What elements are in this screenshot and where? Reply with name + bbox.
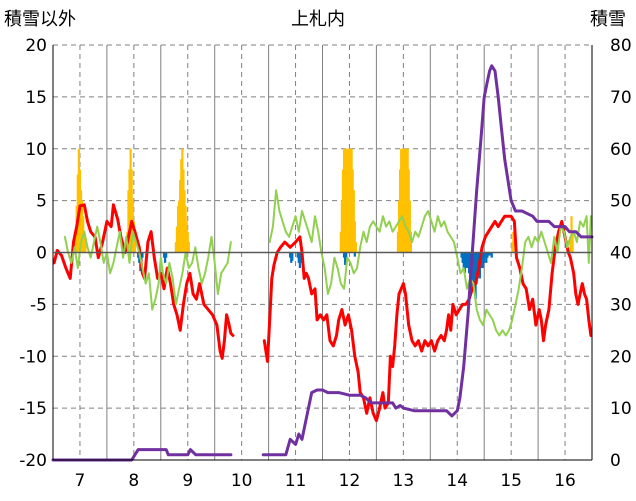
line-green — [268, 189, 592, 337]
left-tick-label: 15 — [25, 88, 47, 108]
line-green — [63, 225, 232, 311]
left-tick-label: -5 — [30, 295, 47, 315]
bar-orange — [84, 242, 87, 253]
left-tick-label: 20 — [25, 36, 47, 56]
x-tick-label: 12 — [339, 471, 361, 491]
bar-orange — [571, 231, 574, 253]
bar-orange — [354, 242, 358, 253]
right-tick-label: 70 — [610, 88, 632, 108]
bar-blue — [353, 252, 356, 257]
line-red — [262, 214, 593, 423]
right-tick-label: 60 — [610, 140, 632, 160]
bar-orange — [512, 231, 515, 253]
bar-blue — [488, 252, 491, 256]
left-tick-label: -15 — [19, 399, 47, 419]
bar-blue — [490, 252, 493, 258]
bar-orange — [187, 242, 190, 253]
x-tick-label: 10 — [231, 471, 253, 491]
x-tick-label: 11 — [285, 471, 307, 491]
line-purple — [261, 64, 594, 457]
bar-orange — [353, 221, 356, 253]
right-tick-label: 20 — [610, 347, 632, 367]
bar-orange — [408, 200, 411, 253]
line-series — [51, 64, 594, 462]
x-tick-label: 9 — [182, 471, 193, 491]
axes — [52, 45, 593, 461]
right-tick-label: 0 — [610, 451, 621, 471]
x-tick-label: 16 — [554, 471, 576, 491]
left-tick-label: -10 — [19, 347, 47, 367]
right-tick-label: 40 — [610, 244, 632, 264]
bar-orange — [409, 231, 412, 253]
x-tick-label: 7 — [75, 471, 86, 491]
right-tick-label: 80 — [610, 36, 632, 56]
left-tick-label: 0 — [36, 244, 47, 264]
bar-orange — [133, 242, 137, 253]
right-tick-label: 50 — [610, 192, 632, 212]
chart-title: 上札内 — [291, 9, 345, 30]
x-tick-label: 15 — [500, 471, 522, 491]
left-axis-label: 積雪以外 — [4, 9, 76, 30]
bar-blue — [486, 252, 489, 258]
right-axis-label: 積雪 — [590, 9, 626, 30]
right-tick-label: 30 — [610, 295, 632, 315]
x-tick-label: 8 — [128, 471, 139, 491]
bar-blue — [345, 252, 348, 261]
bar-blue — [141, 252, 144, 258]
line-red — [52, 203, 235, 360]
bar-blue — [291, 252, 294, 261]
x-tick-label: 13 — [393, 471, 415, 491]
left-tick-label: 5 — [36, 192, 47, 212]
x-tick-label: 14 — [446, 471, 468, 491]
bar-blue — [165, 252, 168, 258]
left-tick-label: -20 — [19, 451, 47, 471]
left-tick-label: 10 — [25, 140, 47, 160]
right-tick-label: 10 — [610, 399, 632, 419]
